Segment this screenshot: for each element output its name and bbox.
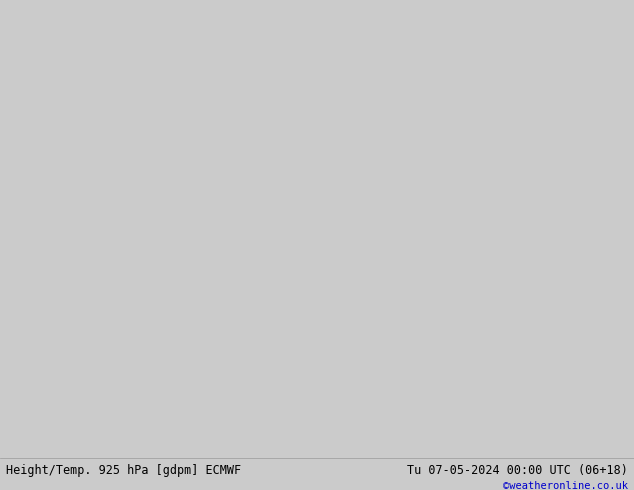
Text: ©weatheronline.co.uk: ©weatheronline.co.uk (503, 481, 628, 490)
Text: Tu 07-05-2024 00:00 UTC (06+18): Tu 07-05-2024 00:00 UTC (06+18) (407, 464, 628, 477)
Text: Height/Temp. 925 hPa [gdpm] ECMWF: Height/Temp. 925 hPa [gdpm] ECMWF (6, 464, 242, 477)
